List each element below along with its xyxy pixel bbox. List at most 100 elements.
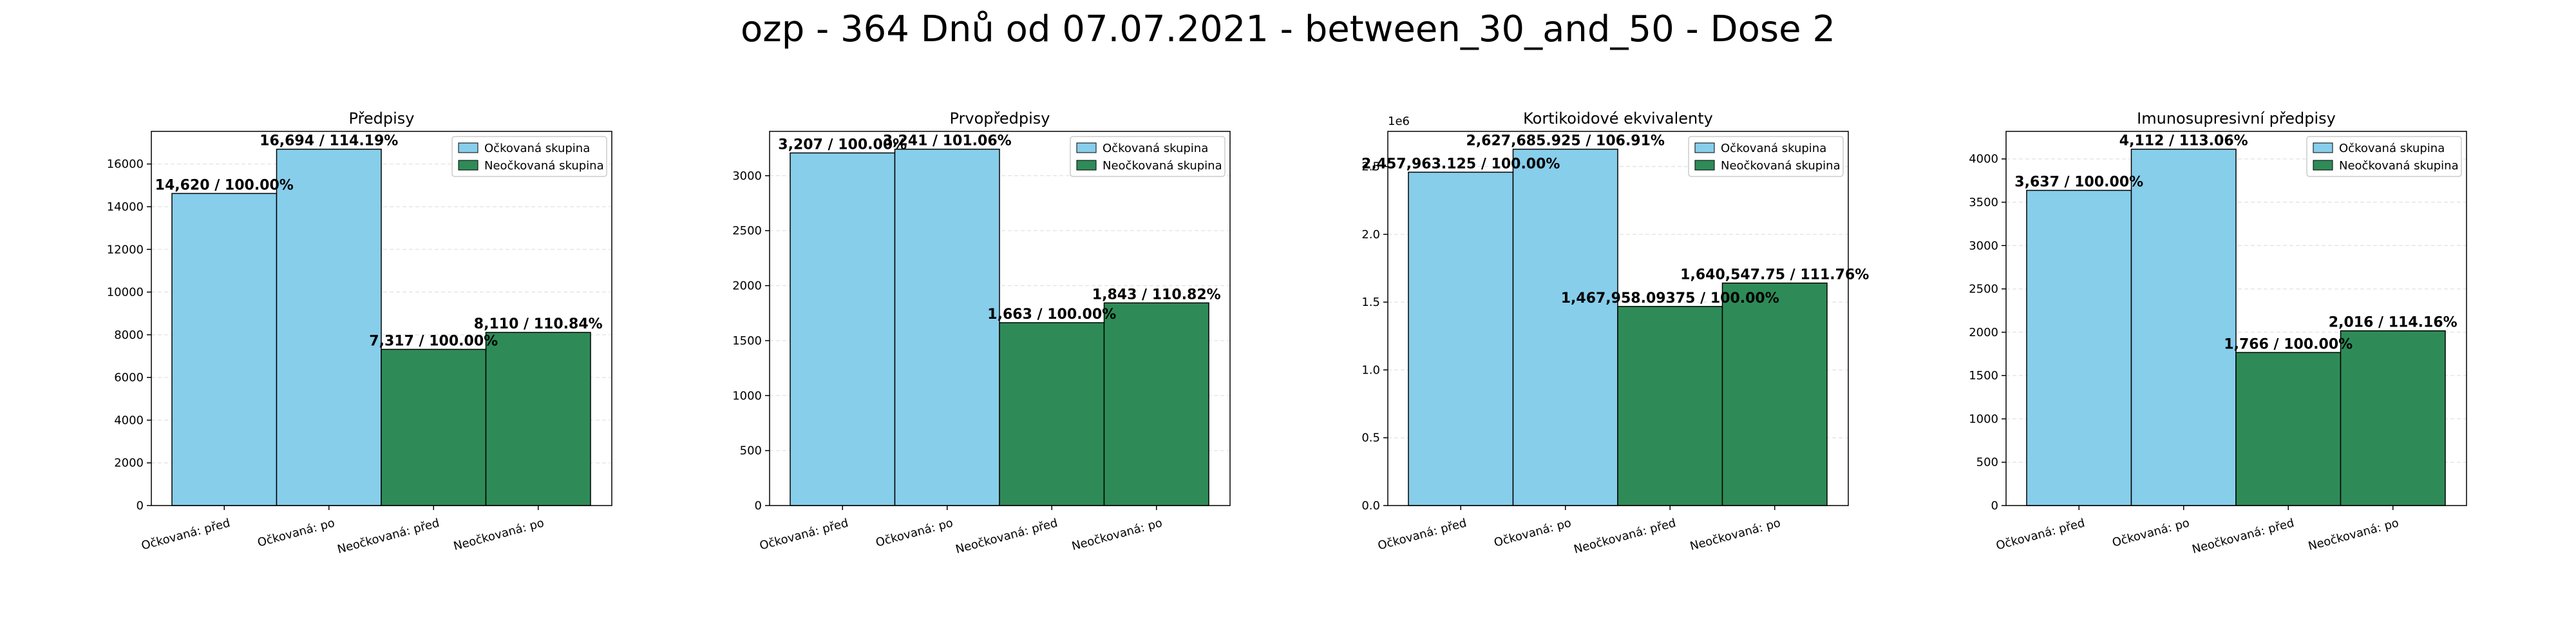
legend-label: Očkovaná skupina <box>1721 142 1826 155</box>
x-tick-label: Očkovaná: před <box>1376 516 1468 553</box>
y-tick-label: 12000 <box>107 243 144 256</box>
bar <box>1721 282 1828 506</box>
x-tick-label: Očkovaná: před <box>140 516 231 553</box>
chart-panel-2: 3,207 / 100.00%3,241 / 101.06% 1,663 / 10… <box>732 109 1231 556</box>
bar-data-label: 2,457,963.125 / 100.00% <box>1361 156 1560 172</box>
y-tick-label: 0.0 <box>1361 499 1380 513</box>
bar-data-label: 2,016 / 114.16% <box>2329 315 2458 331</box>
bar <box>485 332 591 506</box>
y-tick-label: 3000 <box>1969 239 1998 252</box>
y-tick-label: 4000 <box>1969 153 1998 166</box>
bar <box>1103 302 1209 506</box>
y-tick-label: 14000 <box>107 200 144 214</box>
bar <box>999 322 1105 506</box>
y-axis-offset-label: 1e6 <box>1388 115 1410 128</box>
bar-data-label: 1,766 / 100.00% <box>2224 336 2353 352</box>
legend-swatch <box>1076 160 1097 171</box>
y-tick-label: 1000 <box>732 389 762 402</box>
legend-swatch <box>2313 142 2333 153</box>
x-tick-label: Neočkovaná: před <box>336 516 441 556</box>
y-tick-label: 0 <box>755 499 762 513</box>
y-tick-label: 2000 <box>1969 326 1998 339</box>
legend-label: Neočkovaná skupina <box>2339 159 2459 173</box>
x-tick-label: Neočkovaná: po <box>1070 516 1164 554</box>
y-tick-label: 10000 <box>107 286 144 299</box>
y-tick-label: 2500 <box>732 224 762 238</box>
bar-data-label: 4,112 / 113.06% <box>2119 133 2248 149</box>
legend-swatch <box>1076 142 1097 153</box>
chart-title: Imunosupresivní předpisy <box>2137 109 2336 128</box>
y-tick-label: 500 <box>740 444 762 458</box>
figure-title: ozp - 364 Dnů od 07.07.2021 - between_30… <box>741 8 1835 50</box>
y-tick-label: 6000 <box>114 371 144 384</box>
legend-swatch <box>2313 160 2333 171</box>
legend-label: Očkovaná skupina <box>2339 142 2445 155</box>
x-tick-label: Neočkovaná: před <box>1573 516 1678 556</box>
x-tick-label: Neočkovaná: po <box>2307 516 2400 554</box>
bar <box>1617 306 1723 506</box>
x-tick-label: Očkovaná: před <box>758 516 849 553</box>
y-tick-label: 1500 <box>1969 369 1998 383</box>
y-tick-label: 1500 <box>732 334 762 348</box>
y-tick-label: 3500 <box>1969 196 1998 209</box>
bar-data-label: 3,241 / 101.06% <box>883 133 1012 149</box>
legend-swatch <box>458 142 478 153</box>
bar <box>894 148 1000 506</box>
chart-panel-3: 2,457,963.125 / 100.00% 2,627,685.925 / 1… <box>1361 109 1869 556</box>
bar-data-label: 8,110 / 110.84% <box>474 316 603 332</box>
axes-frame <box>1387 131 1849 506</box>
bar <box>2340 330 2446 506</box>
bar <box>1408 171 1514 506</box>
chart-title: Prvopředpisy <box>950 109 1050 128</box>
y-tick-label: 2.5 <box>1361 160 1380 174</box>
legend-swatch <box>458 160 478 171</box>
axes-frame <box>769 131 1231 506</box>
bar <box>276 148 382 506</box>
legend-label: Očkovaná skupina <box>1103 142 1208 155</box>
bar-data-label: 1,467,958.09375 / 100.00% <box>1561 290 1779 307</box>
y-tick-label: 0.5 <box>1361 431 1380 445</box>
x-tick-label: Očkovaná: po <box>875 516 954 550</box>
chart-title: Kortikoidové ekvivalenty <box>1523 109 1713 128</box>
x-tick-label: Neočkovaná: po <box>1689 516 1782 554</box>
legend-box <box>1688 136 1844 177</box>
y-tick-label: 2000 <box>114 457 144 470</box>
legend-label: Neočkovaná skupina <box>1721 159 1841 173</box>
y-tick-label: 500 <box>1976 456 1998 469</box>
legend-label: Neočkovaná skupina <box>484 159 604 173</box>
legend-box <box>1070 136 1226 177</box>
bar-data-label: 16,694 / 114.19% <box>260 133 398 149</box>
bar <box>2130 148 2237 506</box>
x-tick-label: Neočkovaná: po <box>452 516 545 554</box>
x-tick-label: Očkovaná: po <box>1493 516 1573 550</box>
legend: Očkovaná skupina Neočkovaná skupina <box>451 136 607 177</box>
legend: Očkovaná skupina Neočkovaná skupina <box>2306 136 2462 177</box>
legend-label: Očkovaná skupina <box>484 142 590 155</box>
legend: Očkovaná skupina Neočkovaná skupina <box>1070 136 1226 177</box>
bar <box>790 152 896 506</box>
x-tick-label: Neočkovaná: před <box>954 516 1059 556</box>
bar-data-label: 14,620 / 100.00% <box>155 177 294 193</box>
x-tick-label: Očkovaná: před <box>1994 516 2086 553</box>
y-tick-label: 3000 <box>732 169 762 183</box>
y-tick-label: 2.0 <box>1361 228 1380 242</box>
axes-frame <box>151 131 612 506</box>
y-tick-label: 16000 <box>107 158 144 171</box>
chart-panel-4: 3,637 / 100.00% 4,112 / 113.06% 1,766 / 10… <box>1969 109 2467 556</box>
bar-data-label: 7,317 / 100.00% <box>369 333 498 349</box>
y-tick-label: 2000 <box>732 279 762 293</box>
chart-panels: 14,620 / 100.00% 16,694 / 114.19% 7,317 / … <box>107 109 2467 556</box>
bar <box>1512 148 1618 506</box>
bar-data-label: 3,207 / 100.00% <box>778 137 907 153</box>
x-tick-label: Očkovaná: po <box>2111 516 2191 550</box>
legend-swatch <box>1694 160 1715 171</box>
axes-frame <box>2005 131 2467 506</box>
legend-box <box>2306 136 2462 177</box>
y-tick-label: 2500 <box>1969 283 1998 296</box>
legend-swatch <box>1694 142 1715 153</box>
bar <box>381 348 487 506</box>
chart-panel-1: 14,620 / 100.00% 16,694 / 114.19% 7,317 / … <box>107 109 612 556</box>
x-tick-label: Neočkovaná: před <box>2191 516 2296 556</box>
y-tick-label: 1.5 <box>1361 296 1380 309</box>
